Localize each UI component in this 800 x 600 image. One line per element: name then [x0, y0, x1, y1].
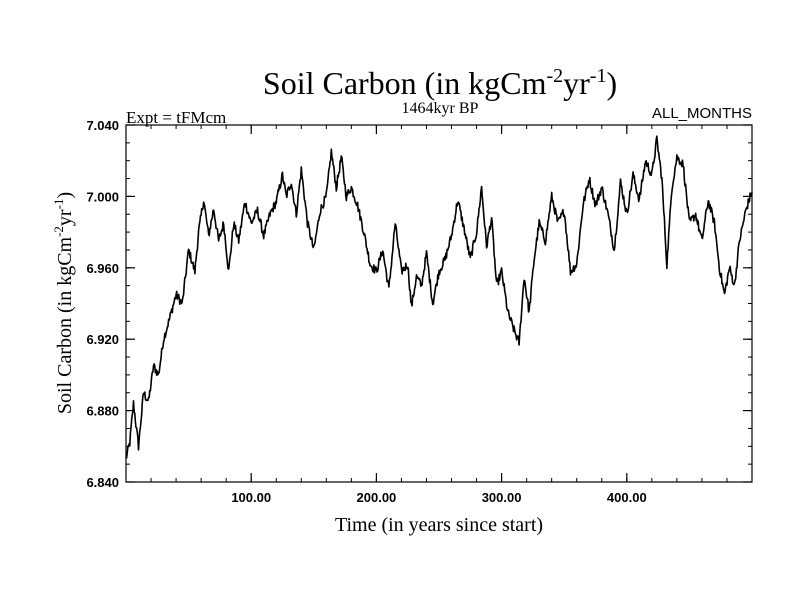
x-tick-label: 200.00 [357, 490, 397, 505]
y-tick-label: 7.040 [86, 118, 119, 133]
y-tick-label: 7.000 [86, 189, 119, 204]
x-axis-label: Time (in years since start) [335, 514, 543, 536]
x-tick-label: 300.00 [482, 490, 522, 505]
x-axis: 100.00 200.00 300.00 400.00 [125, 125, 753, 505]
y-tick-label: 6.960 [86, 261, 119, 276]
y-axis: 6.840 6.880 6.920 6.960 7.000 7.040 [86, 118, 752, 490]
experiment-label: Expt = tFMcm [126, 108, 226, 127]
y-tick-label: 6.840 [86, 475, 119, 490]
x-tick-label: 100.00 [231, 490, 271, 505]
y-tick-label: 6.920 [86, 332, 119, 347]
y-axis-label: Soil Carbon (in kgCm-2yr-1) [51, 192, 76, 414]
soil-carbon-series-line [125, 135, 753, 459]
months-label: ALL_MONTHS [652, 105, 752, 122]
x-tick-label: 400.00 [607, 490, 647, 505]
y-tick-label: 6.880 [86, 404, 119, 419]
chart-title: Soil Carbon (in kgCm-2yr-1) [263, 65, 617, 101]
plot-frame [125, 124, 753, 483]
period-label: 1464kyr BP [402, 100, 479, 117]
